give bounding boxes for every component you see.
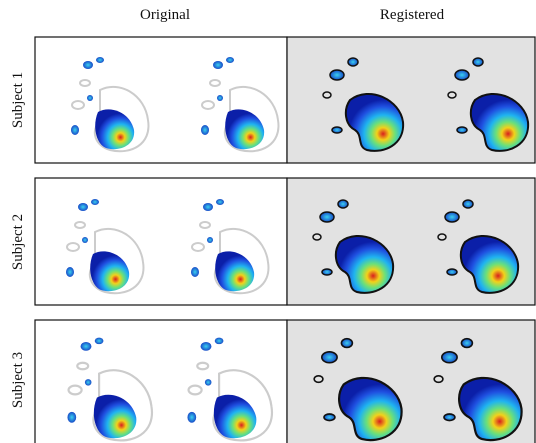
panel <box>35 178 287 305</box>
row: Subject 1 <box>10 37 535 163</box>
column-header: Original <box>140 7 190 23</box>
column-header: Registered <box>380 7 445 23</box>
row-label: Subject 2 <box>10 214 26 270</box>
row-label: Subject 1 <box>10 72 26 128</box>
figure: Original Registered Subject 1 Subject 2 … <box>0 0 536 443</box>
row-label: Subject 3 <box>10 352 26 408</box>
row: Subject 2 <box>10 178 535 305</box>
page: Original Registered Subject 1 Subject 2 … <box>0 0 536 443</box>
row: Subject 3 <box>10 320 535 443</box>
